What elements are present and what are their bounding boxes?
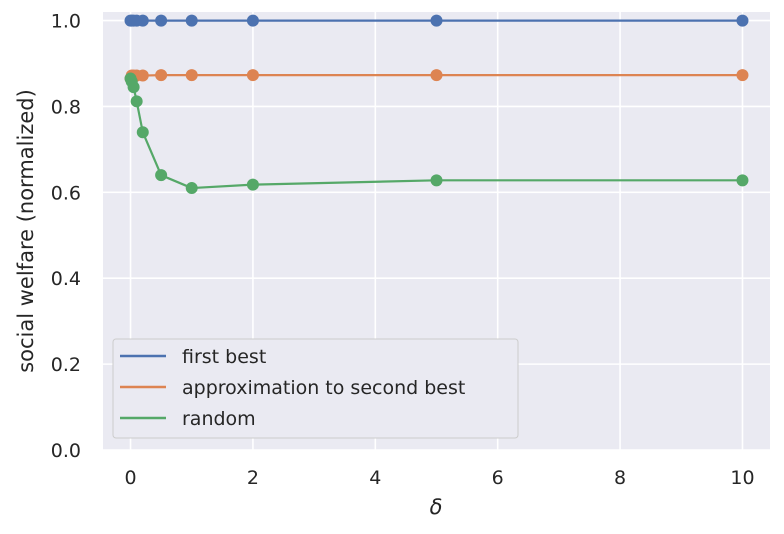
y-tick-label: 1.0 — [51, 11, 81, 33]
data-point-random — [246, 178, 259, 191]
y-tick-label: 0.8 — [51, 96, 81, 118]
legend-box — [112, 338, 519, 439]
data-point-first-best — [430, 14, 443, 27]
y-tick-label: 0.2 — [51, 354, 81, 376]
legend-label: approximation to second best — [182, 377, 465, 399]
y-tick-label: 0.4 — [51, 268, 81, 290]
data-point-random — [130, 95, 143, 108]
data-point-random — [155, 169, 168, 182]
x-tick-label: 8 — [614, 467, 626, 489]
y-axis-label: social welfare (normalized) — [14, 89, 38, 373]
legend: first best approximation to second best ra… — [112, 338, 519, 439]
data-point-first-best — [246, 14, 259, 27]
x-tick-labels: 0 2 4 6 8 10 — [124, 467, 754, 489]
data-point-random — [736, 174, 749, 187]
data-point-random — [136, 126, 149, 139]
data-point-approximation-to-second-best — [246, 69, 259, 82]
data-point-random — [127, 81, 140, 94]
data-point-first-best — [736, 14, 749, 27]
legend-label: random — [182, 408, 256, 430]
data-point-approximation-to-second-best — [185, 69, 198, 82]
data-point-approximation-to-second-best — [155, 69, 168, 82]
data-point-approximation-to-second-best — [136, 69, 149, 82]
y-tick-label: 0.6 — [51, 182, 81, 204]
data-point-random — [185, 182, 198, 195]
data-point-random — [430, 174, 443, 187]
data-point-approximation-to-second-best — [430, 69, 443, 82]
x-tick-label: 2 — [247, 467, 259, 489]
series-lines — [124, 14, 749, 195]
y-tick-label: 0.0 — [51, 440, 81, 462]
x-tick-label: 10 — [730, 467, 754, 489]
legend-label: first best — [182, 346, 266, 368]
x-tick-label: 4 — [369, 467, 381, 489]
data-point-first-best — [155, 14, 168, 27]
data-point-approximation-to-second-best — [736, 69, 749, 82]
y-tick-labels: 0.0 0.2 0.4 0.6 0.8 1.0 — [51, 11, 81, 462]
x-tick-label: 6 — [492, 467, 504, 489]
x-tick-label: 0 — [124, 467, 136, 489]
data-point-first-best — [136, 14, 149, 27]
x-axis-label: δ — [430, 495, 443, 519]
data-point-first-best — [185, 14, 198, 27]
